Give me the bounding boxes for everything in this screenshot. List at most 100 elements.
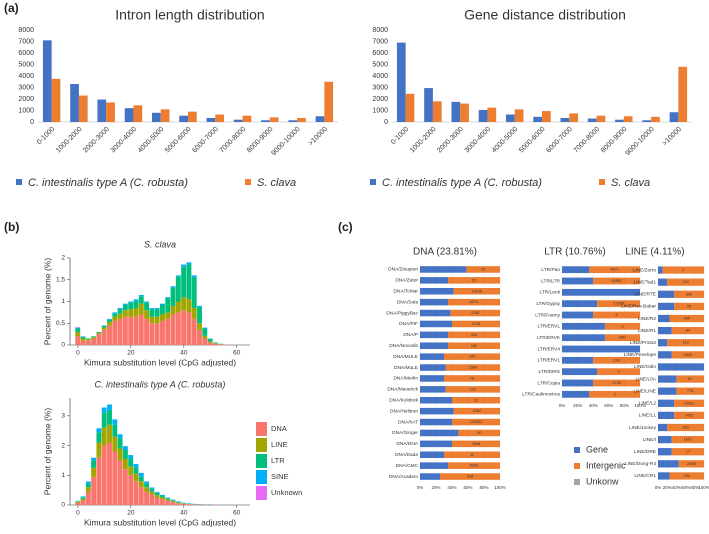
x-tick-label: 20 xyxy=(127,510,135,517)
histogram-bar xyxy=(122,304,128,311)
x-tick-label: 60% xyxy=(681,485,690,490)
histogram-bar xyxy=(175,501,181,503)
bar xyxy=(424,88,433,122)
bar xyxy=(396,42,406,122)
bar-segment xyxy=(604,322,640,330)
bar-segment xyxy=(597,300,640,308)
segment-label: 3 xyxy=(621,324,623,328)
segment-label: 124 xyxy=(682,280,688,284)
histogram-bar xyxy=(160,314,165,322)
bar-segment xyxy=(448,342,500,350)
histogram-bar xyxy=(181,310,187,345)
histogram-bar xyxy=(197,305,202,308)
histogram-bar xyxy=(91,457,97,461)
x-tick-label: 80% xyxy=(690,485,699,490)
histogram-bar xyxy=(154,492,160,496)
histogram-bar xyxy=(117,313,123,319)
histogram-bar xyxy=(96,334,102,345)
x-tick-label: 20% xyxy=(573,403,582,408)
bar-segment xyxy=(448,331,500,339)
histogram-bar xyxy=(80,500,86,505)
chart-title: DNA (23.81%) xyxy=(413,247,477,258)
histogram-bar xyxy=(101,329,107,345)
histogram-bar xyxy=(170,287,176,306)
bar-segment xyxy=(420,451,444,459)
bar xyxy=(188,111,197,122)
histogram-bar xyxy=(202,338,208,345)
category-label: LTR/ERV1 xyxy=(538,358,561,364)
y-tick-label: 6000 xyxy=(18,50,34,57)
histogram-bar xyxy=(128,455,134,459)
histogram-bar xyxy=(138,314,144,345)
x-tick-label: 6000-7000 xyxy=(545,126,574,155)
histogram-bar xyxy=(160,499,165,505)
bar-segment xyxy=(671,435,704,444)
histogram-bar xyxy=(112,316,118,322)
histogram-bar xyxy=(133,463,139,468)
bar-segment xyxy=(444,451,500,459)
segment-label: 7808 xyxy=(472,442,480,446)
bar-segment xyxy=(444,353,500,360)
y-tick-label: 7000 xyxy=(18,38,34,45)
panel-label: (a) xyxy=(4,1,19,15)
bar-segment xyxy=(589,390,640,398)
x-tick-label: 40% xyxy=(672,485,681,490)
bar xyxy=(678,66,688,122)
bar-segment xyxy=(458,429,500,437)
bar xyxy=(651,116,660,122)
bar-segment xyxy=(420,287,454,295)
histogram-bar xyxy=(128,309,134,317)
segment-label: 960 xyxy=(619,336,625,340)
x-axis-label: Kimura substitution level (CpG adjusted) xyxy=(84,517,236,527)
bar xyxy=(215,114,224,122)
histogram-bar xyxy=(107,424,112,443)
histogram-bar xyxy=(202,327,208,329)
histogram-bar xyxy=(149,323,155,345)
bar xyxy=(70,84,79,122)
y-tick-label: 0 xyxy=(30,119,34,126)
histogram-bar xyxy=(197,323,202,330)
bar-segment xyxy=(676,387,704,395)
histogram-bar xyxy=(128,302,134,310)
x-tick-label: 100% xyxy=(634,403,646,408)
legend-swatch xyxy=(256,438,267,452)
histogram-bar xyxy=(191,275,197,278)
segment-label: 2398 xyxy=(687,462,695,466)
bar-segment xyxy=(420,331,448,339)
x-tick-label: 0% xyxy=(417,485,424,490)
x-tick-label: 0 xyxy=(76,350,80,357)
bar-segment xyxy=(452,440,500,448)
histogram-bar xyxy=(107,409,112,425)
segment-label: 41897 xyxy=(611,279,622,283)
segment-label: 17 xyxy=(686,450,690,454)
bar-segment xyxy=(448,462,500,469)
y-tick-label: 2000 xyxy=(18,96,34,103)
histogram-bar xyxy=(75,501,81,503)
bar-segment xyxy=(453,407,500,415)
bar-segment xyxy=(669,314,704,323)
histogram-bar xyxy=(149,487,155,489)
histogram-bar xyxy=(91,337,97,339)
histogram-bar xyxy=(191,318,197,345)
y-tick-label: 5000 xyxy=(372,61,388,68)
segment-label: 8 xyxy=(616,313,618,317)
bar-segment xyxy=(445,386,500,393)
bar-segment xyxy=(562,390,590,398)
bar-segment xyxy=(676,375,704,383)
histogram-bar xyxy=(112,451,118,505)
legend-label: SINE xyxy=(271,472,289,481)
bar xyxy=(587,118,597,122)
category-label: LINE/DRE xyxy=(634,449,656,455)
category-label: LINE/RTE xyxy=(634,292,656,298)
x-tick-label: 1000-2000 xyxy=(409,126,438,155)
histogram-bar xyxy=(175,275,181,277)
histogram-bar xyxy=(133,473,139,482)
histogram-bar xyxy=(122,310,128,317)
bar xyxy=(315,116,325,122)
segment-label: 6071 xyxy=(610,268,618,272)
y-tick-label: 2 xyxy=(61,442,65,449)
bar-segment xyxy=(453,287,500,295)
histogram-bar xyxy=(170,500,176,502)
bar-segment xyxy=(669,472,704,480)
bar-segment xyxy=(562,368,598,376)
